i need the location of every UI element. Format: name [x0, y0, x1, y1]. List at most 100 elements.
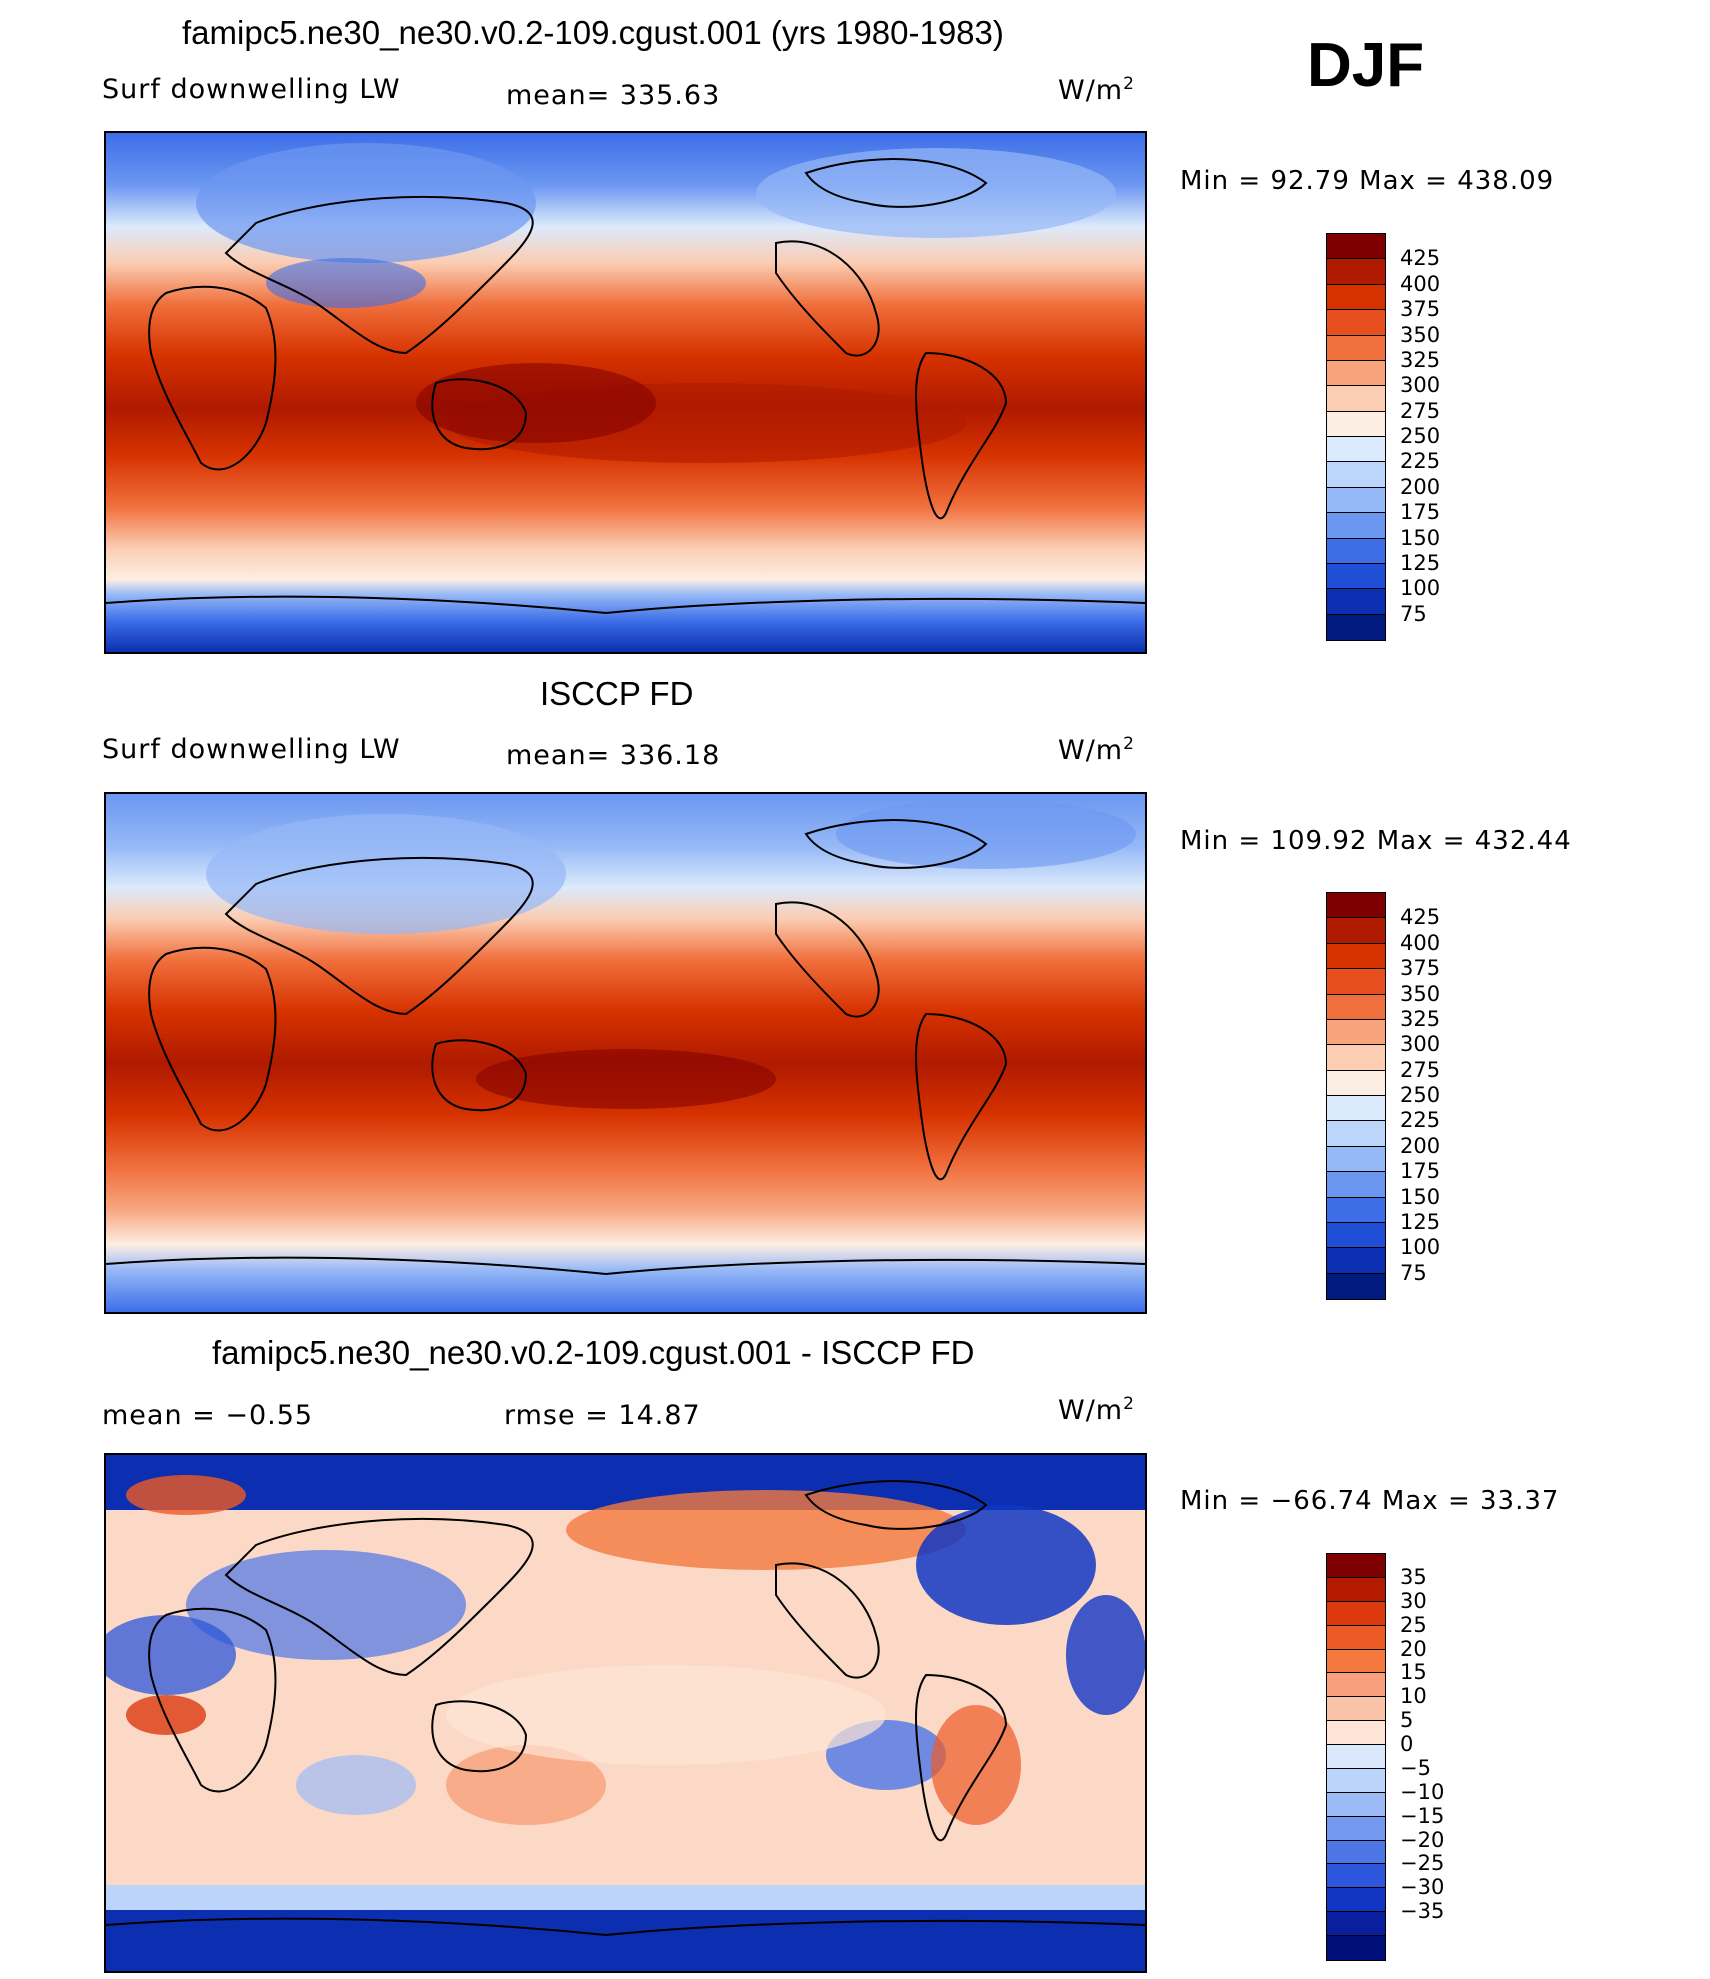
panel1-minmax: Min = 92.79 Max = 438.09: [1180, 166, 1555, 196]
colorbar-tick-label: 175: [1400, 500, 1441, 525]
colorbar-tick-label: 125: [1400, 1209, 1441, 1234]
colorbar-tick-label: 75: [1400, 601, 1427, 626]
colorbar-tick-label: 275: [1400, 1057, 1441, 1082]
colorbar-tick-label: 125: [1400, 550, 1441, 575]
panel1-units: W/m2: [1058, 74, 1135, 106]
colorbar-tick-label: 150: [1400, 1184, 1441, 1209]
panel2-colorbar: [1326, 892, 1386, 1300]
colorbar-tick-label: 100: [1400, 576, 1441, 601]
colorbar-swatch: [1327, 1864, 1385, 1889]
colorbar-swatch: [1327, 1721, 1385, 1745]
colorbar-tick-label: 35: [1400, 1564, 1427, 1589]
colorbar-tick-label: −10: [1400, 1779, 1445, 1804]
colorbar-tick-label: 425: [1400, 246, 1441, 271]
colorbar-tick-label: −25: [1400, 1851, 1445, 1876]
panel1-map: [104, 131, 1147, 654]
panel1-colorbar: [1326, 233, 1386, 641]
colorbar-swatch: [1327, 1697, 1385, 1722]
colorbar-swatch: [1327, 1121, 1385, 1147]
colorbar-swatch: [1327, 1625, 1385, 1650]
colorbar-swatch: [1327, 1273, 1385, 1299]
colorbar-tick-label: 200: [1400, 474, 1441, 499]
colorbar-tick-label: 150: [1400, 525, 1441, 550]
colorbar-tick-label: −20: [1400, 1827, 1445, 1852]
colorbar-tick-label: 325: [1400, 1006, 1441, 1031]
colorbar-tick-label: 375: [1400, 297, 1441, 322]
colorbar-swatch: [1327, 1840, 1385, 1865]
colorbar-tick-label: 15: [1400, 1660, 1427, 1685]
colorbar-swatch: [1327, 1768, 1385, 1793]
panel2-variable-label: Surf downwelling LW: [102, 734, 401, 765]
colorbar-swatch: [1327, 1045, 1385, 1071]
colorbar-tick-label: 300: [1400, 1032, 1441, 1057]
colorbar-swatch: [1327, 1816, 1385, 1841]
colorbar-tick-label: 350: [1400, 981, 1441, 1006]
panel3-map: [104, 1453, 1147, 1973]
panel3-mean-label: mean = −0.55: [102, 1400, 314, 1431]
panel2-title: ISCCP FD: [540, 675, 694, 712]
colorbar-swatch: [1327, 1888, 1385, 1913]
colorbar-tick-label: 100: [1400, 1235, 1441, 1260]
colorbar-swatch: [1327, 1601, 1385, 1626]
colorbar-tick-label: 175: [1400, 1159, 1441, 1184]
panel3-minmax: Min = −66.74 Max = 33.37: [1180, 1486, 1560, 1516]
colorbar-swatch: [1327, 437, 1385, 463]
colorbar-swatch: [1327, 1197, 1385, 1223]
colorbar-swatch: [1327, 1172, 1385, 1198]
colorbar-swatch: [1327, 563, 1385, 590]
colorbar-tick-label: 400: [1400, 271, 1441, 296]
colorbar-tick-label: 200: [1400, 1133, 1441, 1158]
colorbar-tick-label: 225: [1400, 449, 1441, 474]
colorbar-tick-label: 75: [1400, 1260, 1427, 1285]
colorbar-swatch: [1327, 893, 1385, 919]
colorbar-tick-label: 350: [1400, 322, 1441, 347]
colorbar-tick-label: 300: [1400, 373, 1441, 398]
colorbar-tick-label: 400: [1400, 930, 1441, 955]
panel3-title: famipc5.ne30_ne30.v0.2-109.cgust.001 - I…: [212, 1334, 975, 1371]
panel1-title: famipc5.ne30_ne30.v0.2-109.cgust.001 (yr…: [182, 14, 1004, 51]
season-label: DJF: [1307, 31, 1425, 100]
colorbar-swatch: [1327, 411, 1385, 437]
colorbar-tick-label: 10: [1400, 1684, 1427, 1709]
panel2-colorbar-labels: 425 400 375 350 325 300 275 250 225 200 175 150 125 1…: [1400, 892, 1480, 1298]
colorbar-swatch: [1327, 1792, 1385, 1817]
colorbar-tick-label: −5: [1400, 1755, 1431, 1780]
colorbar-swatch: [1327, 1146, 1385, 1173]
colorbar-tick-label: 25: [1400, 1612, 1427, 1637]
colorbar-tick-label: −15: [1400, 1803, 1445, 1828]
colorbar-swatch: [1327, 284, 1385, 311]
colorbar-tick-label: −35: [1400, 1899, 1445, 1924]
colorbar-swatch: [1327, 1649, 1385, 1674]
panel3-rmse-label: rmse = 14.87: [504, 1400, 701, 1431]
colorbar-tick-label: 250: [1400, 424, 1441, 448]
colorbar-swatch: [1327, 1019, 1385, 1046]
colorbar-swatch: [1327, 1745, 1385, 1769]
panel2-map: [104, 792, 1147, 1314]
colorbar-swatch: [1327, 386, 1385, 412]
colorbar-swatch: [1327, 589, 1385, 615]
colorbar-swatch: [1327, 943, 1385, 970]
panel2-units: W/m2: [1058, 734, 1135, 766]
colorbar-swatch: [1327, 538, 1385, 564]
colorbar-tick-label: 425: [1400, 905, 1441, 930]
colorbar-swatch: [1327, 234, 1385, 260]
colorbar-swatch: [1327, 462, 1385, 488]
colorbar-swatch: [1327, 1096, 1385, 1122]
colorbar-swatch: [1327, 1248, 1385, 1274]
panel1-colorbar-labels: 425 400 375 350 325 300 275 250 225 200 175 150 125 1…: [1400, 233, 1480, 639]
panel2-mean-label: mean= 336.18: [506, 740, 721, 771]
colorbar-swatch: [1327, 1936, 1385, 1960]
colorbar-tick-label: 0: [1400, 1732, 1414, 1757]
colorbar-tick-label: 375: [1400, 956, 1441, 981]
colorbar-swatch: [1327, 310, 1385, 336]
colorbar-swatch: [1327, 1673, 1385, 1698]
colorbar-tick-label: 5: [1400, 1708, 1414, 1733]
colorbar-swatch: [1327, 918, 1385, 944]
colorbar-swatch: [1327, 487, 1385, 514]
colorbar-swatch: [1327, 360, 1385, 387]
colorbar-tick-label: 30: [1400, 1588, 1427, 1613]
colorbar-swatch: [1327, 994, 1385, 1020]
colorbar-tick-label: 225: [1400, 1108, 1441, 1133]
colorbar-swatch: [1327, 1577, 1385, 1602]
colorbar-tick-label: 250: [1400, 1083, 1441, 1107]
